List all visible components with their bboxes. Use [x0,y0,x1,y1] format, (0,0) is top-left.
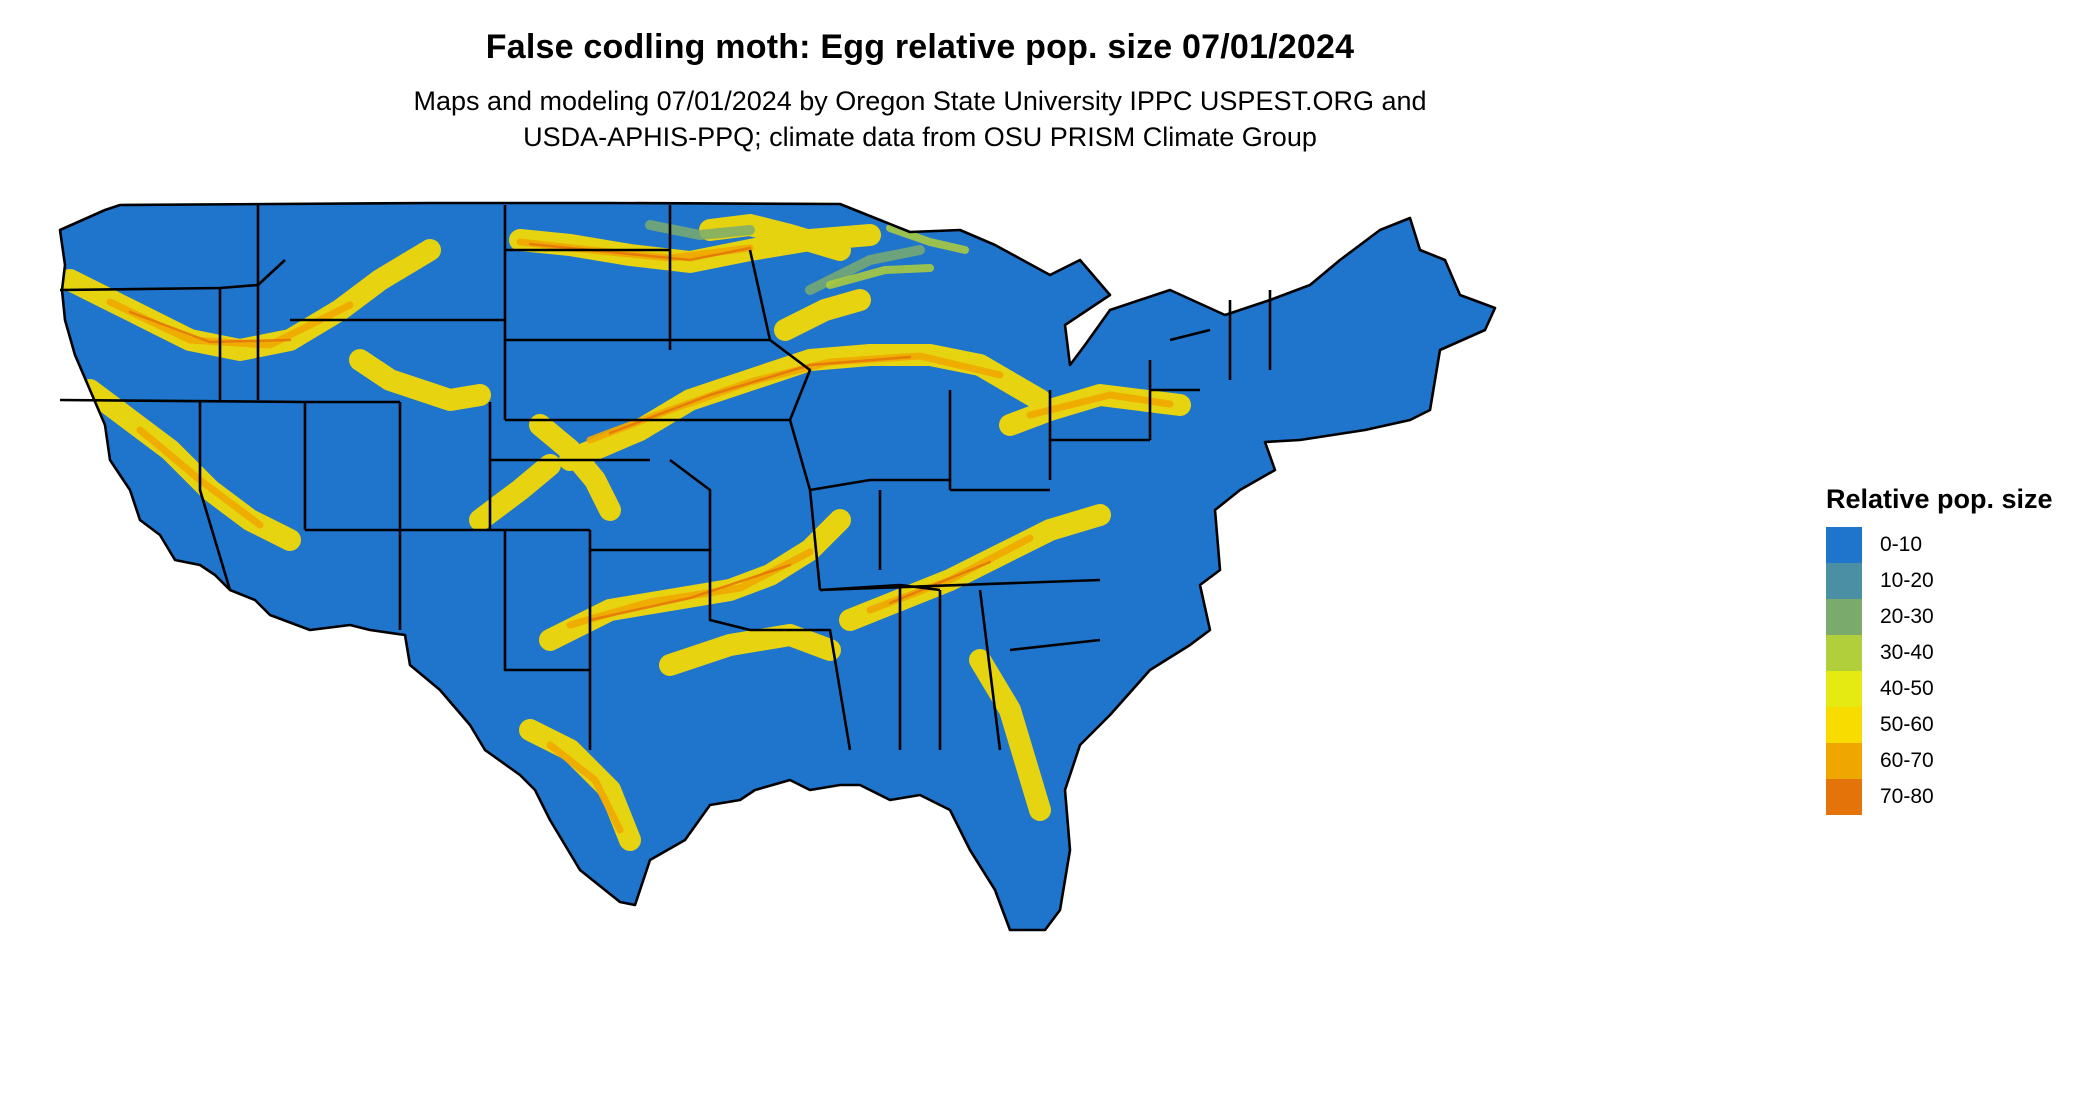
map-subtitle-line-1: Maps and modeling 07/01/2024 by Oregon S… [413,86,1427,116]
legend-label: 60-70 [1880,749,1934,772]
legend-swatch [1826,671,1862,707]
legend-label: 70-80 [1880,785,1934,808]
legend-label: 50-60 [1880,713,1934,736]
legend-item: 20-30 [1826,599,2053,635]
legend-item: 60-70 [1826,743,2053,779]
legend-item: 50-60 [1826,707,2053,743]
legend-label: 40-50 [1880,677,1934,700]
legend-item: 70-80 [1826,779,2053,815]
us-map-svg [58,201,1497,932]
legend-label: 20-30 [1880,605,1934,628]
us-map [50,190,1780,1110]
legend-swatch [1826,527,1862,563]
legend-swatch [1826,743,1862,779]
legend-swatch [1826,779,1862,815]
legend-item: 40-50 [1826,671,2053,707]
map-subtitle-line-2: USDA-APHIS-PPQ; climate data from OSU PR… [523,122,1317,152]
legend-item: 30-40 [1826,635,2053,671]
legend-items: 0-10 10-20 20-30 30-40 40-50 50-60 60-70 70-80 [1826,527,2053,815]
legend-item: 10-20 [1826,563,2053,599]
legend-label: 30-40 [1880,641,1934,664]
map-title: False codling moth: Egg relative pop. si… [485,28,1355,66]
legend: Relative pop. size 0-10 10-20 20-30 30-40 40… [1826,484,2053,815]
legend-item: 0-10 [1826,527,2053,563]
legend-label: 0-10 [1880,533,1923,556]
legend-swatch [1826,707,1862,743]
legend-title: Relative pop. size [1826,484,2053,514]
legend-swatch [1826,599,1862,635]
legend-label: 10-20 [1880,569,1934,592]
legend-swatch [1826,563,1862,599]
legend-swatch [1826,635,1862,671]
